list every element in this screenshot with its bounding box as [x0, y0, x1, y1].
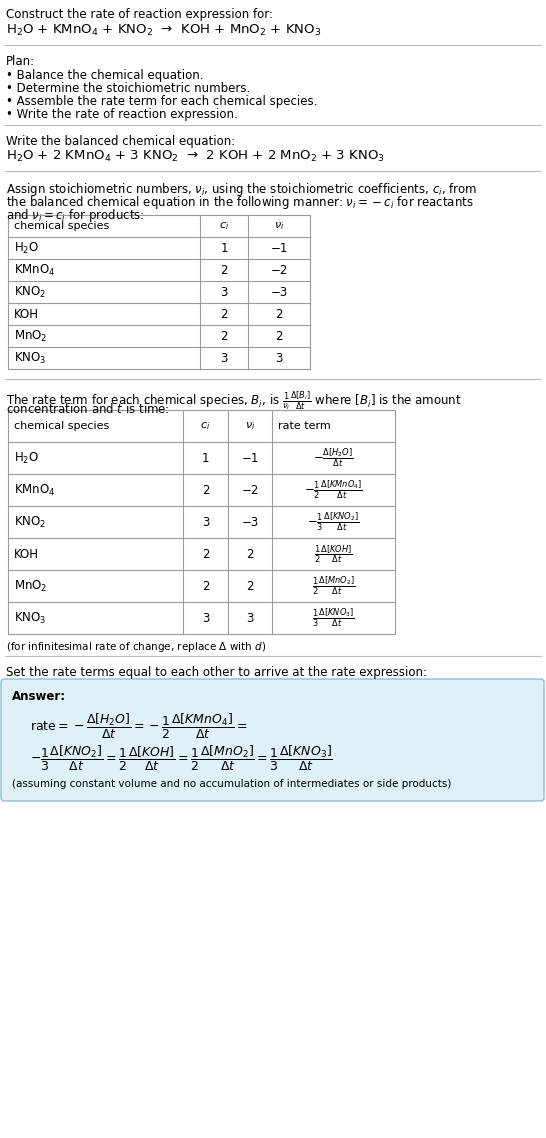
Text: 3: 3	[202, 611, 209, 625]
Text: $c_i$: $c_i$	[200, 420, 211, 432]
Text: $\mathrm{rate} = -\dfrac{\Delta[H_2O]}{\Delta t} = -\dfrac{1}{2}\dfrac{\Delta[KM: $\mathrm{rate} = -\dfrac{\Delta[H_2O]}{\…	[30, 712, 247, 741]
Text: • Determine the stoichiometric numbers.: • Determine the stoichiometric numbers.	[6, 82, 250, 94]
Text: concentration and $t$ is time:: concentration and $t$ is time:	[6, 402, 170, 417]
Text: the balanced chemical equation in the following manner: $\nu_i = -c_i$ for react: the balanced chemical equation in the fo…	[6, 193, 474, 211]
Text: Construct the rate of reaction expression for:: Construct the rate of reaction expressio…	[6, 8, 273, 20]
Text: KNO$_2$: KNO$_2$	[14, 514, 46, 529]
Text: H$_2$O: H$_2$O	[14, 240, 39, 256]
Text: 2: 2	[275, 330, 283, 343]
Text: 3: 3	[221, 352, 228, 364]
Text: Answer:: Answer:	[12, 690, 66, 703]
Text: −3: −3	[241, 516, 259, 528]
Text: KNO$_2$: KNO$_2$	[14, 284, 46, 299]
Text: $-\frac{1}{2}\frac{\Delta[KMnO_4]}{\Delta t}$: $-\frac{1}{2}\frac{\Delta[KMnO_4]}{\Delt…	[304, 479, 363, 501]
Text: $\frac{1}{2}\frac{\Delta[MnO_2]}{\Delta t}$: $\frac{1}{2}\frac{\Delta[MnO_2]}{\Delta …	[312, 575, 355, 597]
Text: 1: 1	[202, 452, 209, 464]
Text: (assuming constant volume and no accumulation of intermediates or side products): (assuming constant volume and no accumul…	[12, 780, 452, 789]
Text: H$_2$O + KMnO$_4$ + KNO$_2$  →  KOH + MnO$_2$ + KNO$_3$: H$_2$O + KMnO$_4$ + KNO$_2$ → KOH + MnO$…	[6, 23, 322, 38]
Bar	[8, 215, 310, 369]
Text: Write the balanced chemical equation:: Write the balanced chemical equation:	[6, 135, 235, 148]
Text: 2: 2	[202, 484, 209, 496]
Text: Plan:: Plan:	[6, 55, 35, 68]
Text: 2: 2	[246, 547, 254, 561]
FancyBboxPatch shape	[1, 679, 544, 801]
Text: 3: 3	[202, 516, 209, 528]
Text: KNO$_3$: KNO$_3$	[14, 610, 46, 626]
Text: KMnO$_4$: KMnO$_4$	[14, 483, 56, 497]
Text: $\frac{1}{3}\frac{\Delta[KNO_3]}{\Delta t}$: $\frac{1}{3}\frac{\Delta[KNO_3]}{\Delta …	[312, 607, 355, 629]
Text: 2: 2	[246, 579, 254, 593]
Text: $-\dfrac{1}{3}\dfrac{\Delta[KNO_2]}{\Delta t} = \dfrac{1}{2}\dfrac{\Delta[KOH]}{: $-\dfrac{1}{3}\dfrac{\Delta[KNO_2]}{\Del…	[30, 744, 333, 773]
Text: H$_2$O: H$_2$O	[14, 451, 39, 465]
Text: KOH: KOH	[14, 547, 39, 561]
Text: 3: 3	[221, 286, 228, 298]
Text: $c_i$: $c_i$	[219, 220, 229, 232]
Text: −2: −2	[241, 484, 259, 496]
Text: (for infinitesimal rate of change, replace Δ with $d$): (for infinitesimal rate of change, repla…	[6, 640, 266, 654]
Text: 2: 2	[220, 264, 228, 277]
Text: Assign stoichiometric numbers, $\nu_i$, using the stoichiometric coefficients, $: Assign stoichiometric numbers, $\nu_i$, …	[6, 181, 477, 198]
Text: −3: −3	[270, 286, 288, 298]
Text: • Assemble the rate term for each chemical species.: • Assemble the rate term for each chemic…	[6, 94, 317, 108]
Text: −1: −1	[241, 452, 259, 464]
Text: rate term: rate term	[278, 421, 331, 431]
Text: chemical species: chemical species	[14, 221, 109, 231]
Text: The rate term for each chemical species, $B_i$, is $\frac{1}{\nu_i}\frac{\Delta[: The rate term for each chemical species,…	[6, 389, 462, 412]
Text: $\nu_i$: $\nu_i$	[274, 220, 284, 232]
Text: $\frac{1}{2}\frac{\Delta[KOH]}{\Delta t}$: $\frac{1}{2}\frac{\Delta[KOH]}{\Delta t}…	[314, 543, 353, 564]
Text: 1: 1	[220, 241, 228, 255]
Text: MnO$_2$: MnO$_2$	[14, 329, 48, 344]
Text: chemical species: chemical species	[14, 421, 109, 431]
Text: • Write the rate of reaction expression.: • Write the rate of reaction expression.	[6, 108, 238, 121]
Bar	[8, 410, 395, 634]
Text: 3: 3	[246, 611, 254, 625]
Text: 2: 2	[220, 330, 228, 343]
Text: −1: −1	[270, 241, 288, 255]
Text: 2: 2	[275, 307, 283, 321]
Text: 2: 2	[202, 579, 209, 593]
Text: KMnO$_4$: KMnO$_4$	[14, 263, 56, 278]
Text: $-\frac{\Delta[H_2O]}{\Delta t}$: $-\frac{\Delta[H_2O]}{\Delta t}$	[313, 447, 354, 469]
Text: KOH: KOH	[14, 307, 39, 321]
Text: 2: 2	[220, 307, 228, 321]
Text: 3: 3	[275, 352, 283, 364]
Text: −2: −2	[270, 264, 288, 277]
Text: 2: 2	[202, 547, 209, 561]
Text: and $\nu_i = c_i$ for products:: and $\nu_i = c_i$ for products:	[6, 207, 144, 224]
Text: KNO$_3$: KNO$_3$	[14, 351, 46, 365]
Text: MnO$_2$: MnO$_2$	[14, 578, 48, 594]
Text: H$_2$O + 2 KMnO$_4$ + 3 KNO$_2$  →  2 KOH + 2 MnO$_2$ + 3 KNO$_3$: H$_2$O + 2 KMnO$_4$ + 3 KNO$_2$ → 2 KOH …	[6, 149, 385, 164]
Text: Set the rate terms equal to each other to arrive at the rate expression:: Set the rate terms equal to each other t…	[6, 666, 427, 679]
Text: $\nu_i$: $\nu_i$	[245, 420, 255, 432]
Text: $-\frac{1}{3}\frac{\Delta[KNO_2]}{\Delta t}$: $-\frac{1}{3}\frac{\Delta[KNO_2]}{\Delta…	[307, 511, 360, 534]
Text: • Balance the chemical equation.: • Balance the chemical equation.	[6, 69, 204, 82]
